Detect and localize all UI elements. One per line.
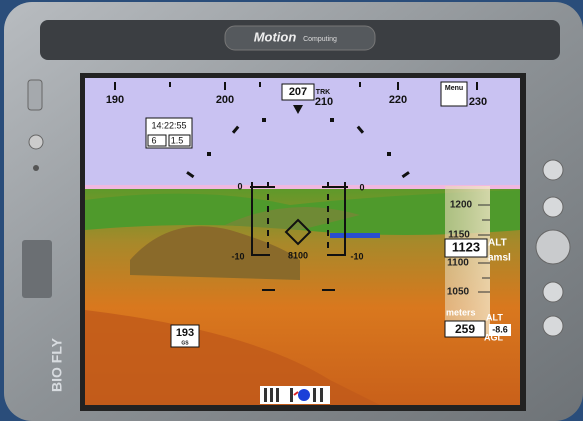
alt-label: ALT [488, 238, 507, 249]
brand: Motion [254, 29, 297, 44]
alt-ref: amsl [488, 253, 511, 264]
agl-box [444, 320, 486, 338]
vs-box [489, 324, 511, 336]
field-a: 6 [151, 135, 156, 145]
units: meters [446, 307, 476, 317]
button[interactable] [28, 134, 44, 150]
field-b: 1.5 [171, 135, 184, 145]
speed-label: GS [181, 340, 189, 346]
pitch-center: 8100 [288, 250, 308, 260]
altitude-current: 1123 [452, 239, 480, 254]
bank-marks [186, 118, 410, 179]
field [168, 134, 191, 147]
agl-value: 259 [455, 322, 475, 336]
vertical-speed: -8.6 [492, 324, 508, 334]
hill [130, 226, 300, 280]
logo-plate [224, 25, 376, 51]
altitude-label: 1200 [450, 200, 473, 211]
indicator-dot [298, 389, 310, 401]
pitch-label: 0 [237, 181, 242, 191]
indicator-bars [264, 388, 323, 402]
altitude-box [444, 238, 488, 258]
altitude-label: 1100 [447, 258, 469, 269]
heading-label: 210 [315, 96, 333, 108]
foreground [85, 310, 380, 405]
track-label: TRK [316, 89, 330, 96]
indicator-needle [293, 391, 299, 396]
hill [225, 207, 360, 230]
brand-sub: Computing [303, 36, 337, 43]
button[interactable] [542, 159, 564, 181]
altitude-ticks [478, 204, 490, 293]
speaker [22, 240, 52, 298]
agl-label: ALT [486, 312, 503, 322]
time: 14:22:55 [151, 120, 186, 130]
led [33, 165, 39, 171]
altitude-tape [445, 186, 490, 336]
field [147, 134, 167, 147]
heading-label: 220 [389, 94, 407, 106]
button[interactable] [542, 281, 564, 303]
pitch-label: -10 [350, 251, 363, 261]
agl-ref: AGL [484, 332, 504, 342]
pitch-label: -10 [231, 251, 244, 261]
speed-box [170, 324, 200, 348]
altitude-label: 1050 [447, 287, 470, 298]
button[interactable] [542, 196, 564, 218]
heading-pointer [293, 105, 303, 114]
menu-label: Menu [445, 85, 463, 92]
heading-label: 190 [106, 94, 124, 106]
lake [330, 233, 380, 238]
pitch-ladder [250, 182, 348, 291]
switch[interactable] [27, 79, 43, 111]
pitch-label: 0 [359, 182, 364, 192]
heading-ticks [114, 82, 478, 90]
heading-box [281, 83, 315, 101]
side-logo: BIO FLY [49, 337, 65, 392]
heading-label: 230 [469, 96, 487, 108]
altitude-label: 1150 [448, 230, 470, 241]
heading-current: 207 [289, 86, 307, 98]
horizon [85, 185, 520, 189]
dpad[interactable] [535, 229, 571, 265]
button[interactable] [542, 315, 564, 337]
speed-value: 193 [176, 327, 194, 339]
menu-button[interactable] [440, 81, 468, 107]
heading-label: 200 [216, 94, 234, 106]
